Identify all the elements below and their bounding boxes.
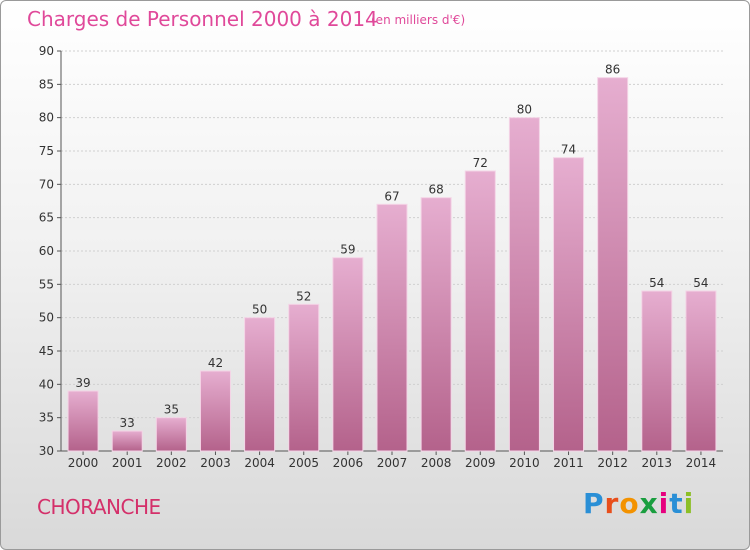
data-label: 74 [561, 143, 576, 157]
proxiti-logo[interactable]: Proxiti [583, 487, 694, 520]
y-tick-label: 90 [39, 44, 54, 58]
data-label: 52 [296, 289, 311, 303]
y-tick-label: 70 [39, 177, 54, 191]
bar [244, 317, 276, 452]
y-tick-label: 50 [39, 311, 54, 325]
chart-subtitle: (en milliers d'€) [371, 13, 466, 27]
x-tick-label: 2014 [686, 456, 717, 470]
logo-letter: P [583, 487, 605, 520]
y-tick-label: 75 [39, 144, 54, 158]
data-label: 33 [120, 416, 135, 430]
data-label: 72 [473, 156, 488, 170]
x-tick-label: 2002 [156, 456, 187, 470]
data-label: 39 [75, 376, 90, 390]
logo-letter: x [639, 487, 659, 520]
bar [685, 290, 717, 452]
commune-name: CHORANCHE [37, 495, 161, 519]
x-tick-label: 2010 [509, 456, 540, 470]
x-tick-label: 2000 [68, 456, 99, 470]
bar [553, 157, 585, 452]
bar [508, 117, 540, 452]
data-label: 54 [649, 276, 664, 290]
x-tick-label: 2005 [288, 456, 319, 470]
bar [111, 430, 143, 452]
x-tick-label: 2012 [597, 456, 628, 470]
x-tick-label: 2006 [333, 456, 364, 470]
x-tick-label: 2009 [465, 456, 496, 470]
bar [641, 290, 673, 452]
data-label: 86 [605, 63, 620, 77]
data-label: 50 [252, 303, 267, 317]
x-tick-label: 2004 [244, 456, 275, 470]
data-label: 68 [428, 183, 443, 197]
data-label: 67 [384, 189, 399, 203]
data-label: 59 [340, 243, 355, 257]
data-label: 42 [208, 356, 223, 370]
logo-letter: t [669, 487, 684, 520]
data-label: 80 [517, 103, 532, 117]
logo-letter: i [683, 487, 695, 520]
bar [597, 77, 629, 452]
data-label: 54 [693, 276, 708, 290]
x-tick-label: 2013 [642, 456, 673, 470]
bar [464, 170, 496, 452]
x-tick-label: 2001 [112, 456, 143, 470]
logo-letter: i [658, 487, 670, 520]
x-tick-label: 2011 [553, 456, 584, 470]
bar [376, 203, 408, 452]
x-tick-label: 2008 [421, 456, 452, 470]
y-tick-label: 60 [39, 244, 54, 258]
y-tick-label: 85 [39, 77, 54, 91]
bar [199, 370, 231, 452]
y-tick-label: 30 [39, 444, 54, 458]
y-tick-label: 55 [39, 277, 54, 291]
bar [420, 197, 452, 452]
y-tick-label: 35 [39, 411, 54, 425]
bar [332, 257, 364, 452]
data-labels: 39 33 35 42 50 52 59 67 68 72 80 74 86 54 54 [75, 63, 708, 430]
bar [67, 390, 99, 452]
x-tick-label: 2003 [200, 456, 231, 470]
bar [288, 303, 320, 452]
y-tick-label: 65 [39, 211, 54, 225]
y-tick-label: 45 [39, 344, 54, 358]
logo-letter: r [604, 487, 620, 520]
y-tick-label: 80 [39, 111, 54, 125]
bar [155, 417, 187, 452]
x-tick-label: 2007 [377, 456, 408, 470]
y-tick-label: 40 [39, 377, 54, 391]
data-label: 35 [164, 403, 179, 417]
chart-title: Charges de Personnel 2000 à 2014 [27, 7, 378, 31]
bars [67, 77, 717, 452]
logo-letter: o [619, 487, 640, 520]
